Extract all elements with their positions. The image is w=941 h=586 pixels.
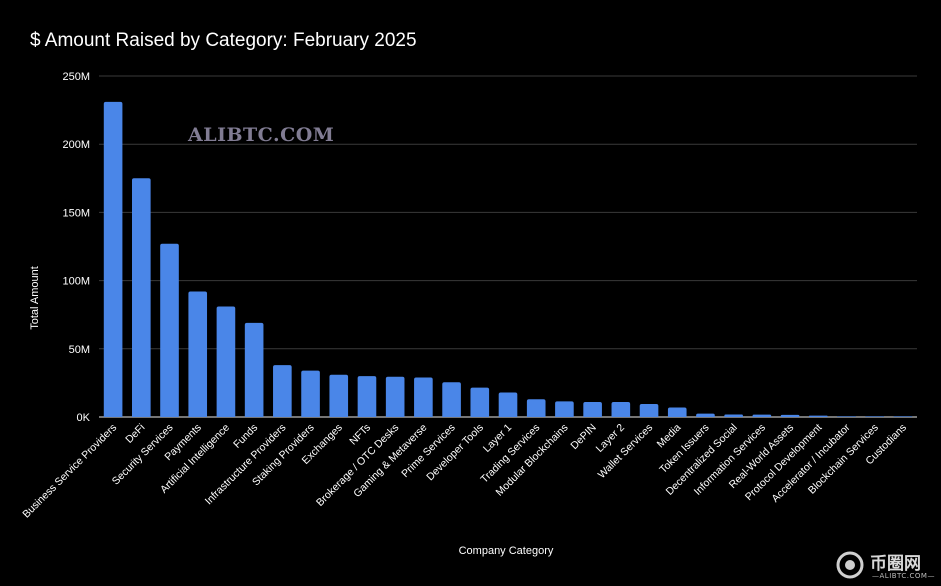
logo-text: 币圈网: [870, 554, 921, 574]
bar: [526, 399, 546, 417]
y-tick-label: 50M: [69, 344, 90, 356]
bar: [329, 374, 349, 417]
y-tick-label: 150M: [62, 207, 90, 219]
bar: [244, 322, 264, 417]
bar: [837, 416, 856, 417]
bar: [216, 306, 236, 417]
logo-icon: [836, 551, 864, 579]
x-tick-label: Business Service Providers: [20, 422, 119, 521]
x-tick-label: NFTs: [347, 422, 373, 448]
bar: [132, 178, 151, 417]
bar: [667, 407, 687, 417]
bar: [414, 377, 433, 417]
bar: [583, 401, 602, 417]
bar: [498, 392, 518, 417]
x-axis-label: Company Category: [458, 545, 554, 557]
logo-subtext: —ALIBTC.COM—: [872, 572, 935, 580]
y-axis-label: Total Amount: [29, 266, 41, 330]
bar: [780, 414, 800, 417]
y-tick-label: 0K: [77, 412, 91, 424]
bar: [808, 415, 828, 417]
bar: [442, 382, 461, 417]
y-tick-label: 200M: [62, 139, 90, 151]
bar: [724, 414, 743, 417]
bar: [357, 376, 377, 417]
bar: [301, 370, 320, 417]
y-tick-label: 250M: [62, 71, 90, 83]
bar: [611, 401, 631, 417]
bar: [470, 387, 490, 417]
y-tick-label: 100M: [62, 276, 90, 288]
bar: [555, 401, 574, 417]
bar: [893, 416, 913, 417]
bar: [103, 101, 123, 417]
bar: [752, 414, 772, 417]
bar: [696, 413, 715, 417]
bar: [639, 404, 659, 417]
bar: [385, 376, 405, 417]
bar: [865, 416, 884, 417]
x-tick-label: DeFi: [123, 422, 147, 446]
bar: [273, 365, 292, 417]
bar: [160, 243, 179, 417]
chart-title: $ Amount Raised by Category: February 20…: [30, 30, 417, 51]
watermark-text: ALIBTC.COM: [188, 124, 335, 146]
bar: [188, 291, 208, 417]
